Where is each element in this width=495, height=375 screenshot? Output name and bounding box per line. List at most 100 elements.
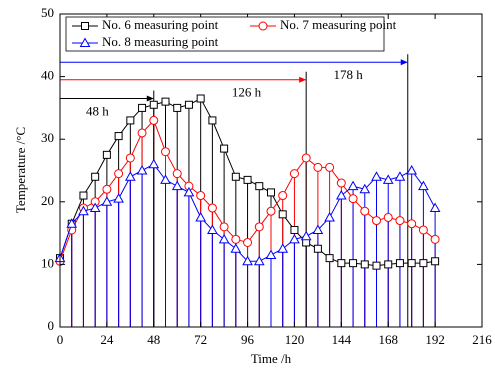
marker bbox=[172, 169, 182, 179]
marker bbox=[313, 162, 323, 172]
marker bbox=[395, 259, 404, 268]
marker bbox=[184, 100, 193, 109]
marker bbox=[114, 169, 124, 179]
marker bbox=[300, 230, 312, 241]
marker bbox=[324, 211, 335, 222]
x-tick-label: 192 bbox=[425, 332, 445, 347]
marker bbox=[208, 116, 217, 125]
marker bbox=[243, 175, 252, 184]
marker bbox=[89, 202, 101, 213]
marker bbox=[394, 171, 406, 181]
marker bbox=[382, 174, 394, 184]
marker bbox=[429, 202, 441, 213]
annotation-label: 126 h bbox=[232, 85, 262, 100]
marker bbox=[395, 216, 405, 226]
marker bbox=[160, 174, 171, 184]
marker bbox=[372, 261, 381, 270]
marker bbox=[183, 186, 195, 197]
y-tick-label: 30 bbox=[41, 130, 54, 145]
marker bbox=[360, 260, 369, 269]
marker bbox=[79, 191, 88, 200]
marker bbox=[207, 203, 217, 213]
marker bbox=[125, 153, 135, 163]
marker bbox=[218, 233, 230, 244]
marker bbox=[231, 172, 240, 181]
marker bbox=[102, 150, 111, 159]
marker bbox=[113, 193, 124, 203]
marker bbox=[431, 257, 440, 266]
marker bbox=[254, 222, 264, 232]
marker bbox=[289, 169, 299, 179]
marker bbox=[149, 100, 158, 109]
legend-label: No. 8 measuring point bbox=[102, 34, 219, 49]
y-axis-label: Temperature /°C bbox=[13, 127, 28, 213]
marker bbox=[230, 243, 242, 253]
y-tick-label: 20 bbox=[41, 193, 54, 208]
marker bbox=[359, 183, 371, 194]
marker bbox=[161, 97, 170, 106]
marker bbox=[124, 171, 136, 181]
marker bbox=[149, 115, 159, 125]
marker bbox=[161, 147, 170, 157]
marker bbox=[278, 210, 287, 219]
annotation-label: 178 h bbox=[334, 67, 364, 82]
marker bbox=[349, 259, 358, 268]
legend-box bbox=[65, 16, 385, 52]
marker bbox=[360, 206, 370, 216]
marker bbox=[91, 172, 100, 181]
arrow-head bbox=[400, 59, 408, 66]
x-tick-label: 96 bbox=[241, 332, 255, 347]
marker bbox=[312, 224, 324, 234]
marker bbox=[418, 180, 429, 191]
marker bbox=[220, 144, 229, 153]
marker bbox=[325, 162, 335, 172]
legend-marker bbox=[79, 37, 91, 47]
marker bbox=[243, 237, 253, 247]
marker bbox=[266, 206, 276, 216]
marker bbox=[278, 191, 288, 201]
marker bbox=[301, 153, 311, 163]
legend-marker bbox=[81, 22, 89, 30]
x-axis-label: Time /h bbox=[251, 351, 292, 366]
marker bbox=[66, 218, 78, 228]
marker bbox=[277, 243, 289, 253]
marker bbox=[137, 128, 147, 138]
marker bbox=[171, 180, 183, 191]
marker bbox=[148, 158, 160, 169]
marker bbox=[371, 171, 382, 181]
marker bbox=[196, 94, 205, 103]
marker bbox=[138, 103, 147, 112]
marker bbox=[136, 164, 148, 175]
marker bbox=[195, 211, 207, 222]
marker bbox=[372, 216, 381, 226]
marker bbox=[419, 259, 428, 268]
x-tick-label: 120 bbox=[285, 332, 305, 347]
plot-frame bbox=[59, 13, 483, 328]
x-tick-label: 0 bbox=[57, 332, 64, 347]
x-tick-label: 216 bbox=[472, 332, 492, 347]
marker bbox=[114, 132, 123, 141]
legend-marker bbox=[258, 21, 268, 31]
marker bbox=[430, 234, 440, 244]
x-tick-label: 24 bbox=[100, 332, 114, 347]
marker bbox=[219, 222, 229, 232]
marker bbox=[407, 219, 417, 229]
marker bbox=[348, 194, 358, 204]
marker bbox=[290, 225, 299, 234]
x-tick-label: 72 bbox=[194, 332, 207, 347]
y-tick-label: 50 bbox=[41, 5, 54, 20]
marker bbox=[383, 212, 393, 222]
marker bbox=[101, 196, 113, 206]
marker bbox=[126, 116, 135, 125]
marker bbox=[418, 225, 428, 235]
marker bbox=[196, 191, 206, 201]
marker bbox=[347, 180, 359, 191]
marker bbox=[384, 260, 393, 269]
marker bbox=[325, 254, 334, 263]
x-tick-label: 144 bbox=[332, 332, 352, 347]
marker bbox=[313, 244, 322, 253]
legend-label: No. 6 measuring point bbox=[102, 17, 219, 32]
arrow-head bbox=[299, 76, 307, 83]
marker bbox=[336, 178, 346, 188]
marker bbox=[289, 233, 300, 244]
